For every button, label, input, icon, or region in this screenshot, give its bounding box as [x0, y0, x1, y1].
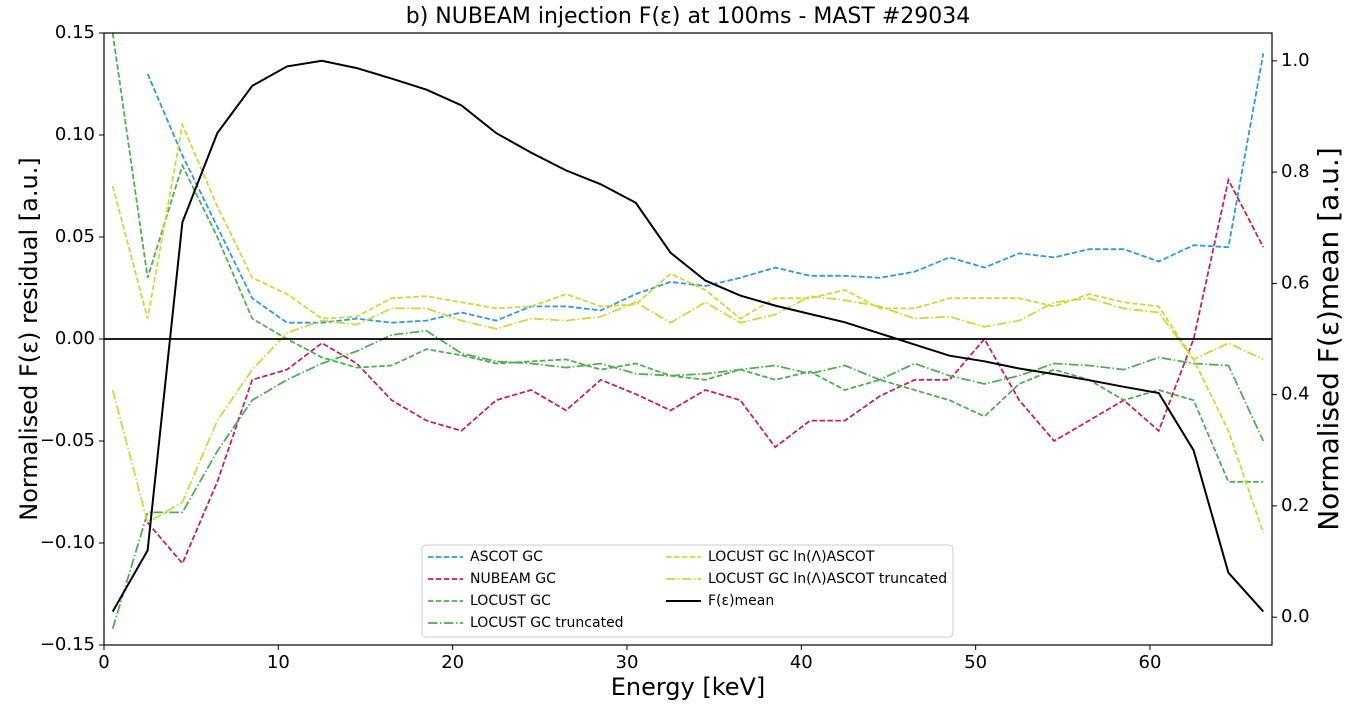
x-tick-label: 0 — [98, 652, 109, 673]
series-line — [111, 121, 1265, 534]
series-line — [146, 177, 1265, 566]
y-tick-label: 0.05 — [55, 226, 95, 247]
y2-tick-label: 0.4 — [1281, 384, 1310, 405]
legend-label: LOCUST GC ln(Λ)ASCOT truncated — [708, 571, 947, 587]
y-tick-label: −0.10 — [40, 532, 95, 553]
series-line — [111, 33, 1264, 483]
legend-label: LOCUST GC ln(Λ)ASCOT — [708, 549, 875, 565]
chart-title: b) NUBEAM injection F(ε) at 100ms - MAST… — [406, 4, 971, 29]
legend-label: F(ε)mean — [708, 593, 774, 609]
y2-axis-label: Normalised F(ε)mean [a.u.] — [1312, 147, 1345, 531]
series-line — [146, 53, 1265, 324]
y2-tick-label: 0.6 — [1281, 272, 1310, 293]
y-tick-label: −0.05 — [40, 430, 95, 451]
x-tick-label: 40 — [790, 652, 813, 673]
legend-label: ASCOT GC — [470, 549, 543, 565]
x-tick-label: 10 — [267, 652, 290, 673]
x-tick-label: 20 — [441, 652, 464, 673]
y-tick-label: 0.15 — [55, 22, 95, 43]
legend-label: NUBEAM GC — [470, 571, 556, 587]
series-line — [111, 59, 1265, 613]
y-tick-label: −0.15 — [40, 634, 95, 655]
y-axis-label: Normalised F(ε) residual [a.u.] — [15, 157, 43, 520]
legend-label: LOCUST GC truncated — [470, 615, 624, 631]
series-line — [111, 329, 1265, 629]
legend: ASCOT GC NUBEAM GC LOCUST GC LOCUST GC trun… — [421, 544, 954, 638]
y-tick-label: 0.00 — [55, 328, 95, 349]
y2-tick-label: 1.0 — [1281, 50, 1310, 71]
y2-tick-label: 0.8 — [1281, 161, 1310, 182]
x-tick-label: 50 — [964, 652, 987, 673]
series-line — [111, 295, 1264, 524]
y-tick-label: 0.10 — [55, 124, 95, 145]
x-axis-label: Energy [keV] — [611, 673, 766, 701]
y2-tick-label: 0.0 — [1281, 606, 1310, 627]
legend-label: LOCUST GC — [470, 593, 551, 609]
plot-lines — [111, 33, 1265, 629]
legend-box — [421, 544, 954, 638]
x-tick-label: 60 — [1139, 652, 1162, 673]
x-tick-label: 30 — [616, 652, 639, 673]
y2-tick-label: 0.2 — [1281, 495, 1310, 516]
